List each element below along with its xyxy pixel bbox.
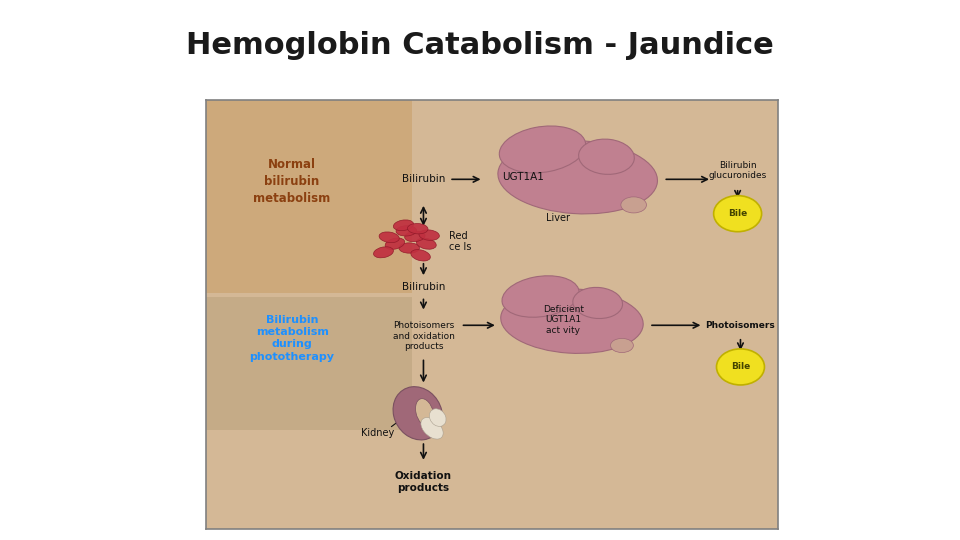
Ellipse shape xyxy=(379,232,399,242)
Bar xyxy=(206,298,412,430)
Circle shape xyxy=(716,349,764,385)
Ellipse shape xyxy=(373,247,394,258)
Ellipse shape xyxy=(499,126,586,173)
Text: Bilirubin: Bilirubin xyxy=(402,282,445,292)
Text: Liver: Liver xyxy=(545,213,569,223)
Ellipse shape xyxy=(393,387,443,440)
Ellipse shape xyxy=(419,230,440,240)
Bar xyxy=(206,100,412,293)
Ellipse shape xyxy=(399,243,420,253)
Ellipse shape xyxy=(611,339,634,353)
Text: Normal
bilirubin
metabolism: Normal bilirubin metabolism xyxy=(253,158,330,205)
Text: Bile: Bile xyxy=(728,209,747,218)
Ellipse shape xyxy=(394,220,414,231)
Text: Kidney: Kidney xyxy=(361,428,395,437)
Ellipse shape xyxy=(621,197,646,213)
Text: UGT1A1: UGT1A1 xyxy=(502,172,544,182)
Text: Oxidation
products: Oxidation products xyxy=(395,471,452,493)
Text: Photoisomers
and oxidation
products: Photoisomers and oxidation products xyxy=(393,321,454,351)
Ellipse shape xyxy=(502,276,579,318)
Ellipse shape xyxy=(405,231,425,242)
Ellipse shape xyxy=(416,399,434,426)
Ellipse shape xyxy=(420,417,444,439)
Text: Deficient
UGT1A1
act vity: Deficient UGT1A1 act vity xyxy=(543,305,584,335)
Ellipse shape xyxy=(573,287,622,319)
Ellipse shape xyxy=(396,226,417,236)
Text: Bile: Bile xyxy=(731,362,750,372)
Ellipse shape xyxy=(429,409,446,427)
Ellipse shape xyxy=(417,238,436,249)
Text: Bilirubin
metabolism
during
phototherapy: Bilirubin metabolism during phototherapy xyxy=(250,315,335,362)
Ellipse shape xyxy=(407,224,428,234)
Text: Photoisomers: Photoisomers xyxy=(706,321,776,330)
Ellipse shape xyxy=(498,140,658,214)
Ellipse shape xyxy=(411,249,430,261)
Ellipse shape xyxy=(385,238,405,249)
Text: Bilirubin
glucuronides: Bilirubin glucuronides xyxy=(708,161,767,180)
Text: Red
ce ls: Red ce ls xyxy=(449,231,471,252)
Ellipse shape xyxy=(579,139,635,174)
Text: Hemoglobin Catabolism - Jaundice: Hemoglobin Catabolism - Jaundice xyxy=(186,31,774,60)
Text: Bilirubin: Bilirubin xyxy=(402,174,445,184)
Ellipse shape xyxy=(501,288,643,353)
Circle shape xyxy=(713,195,761,232)
